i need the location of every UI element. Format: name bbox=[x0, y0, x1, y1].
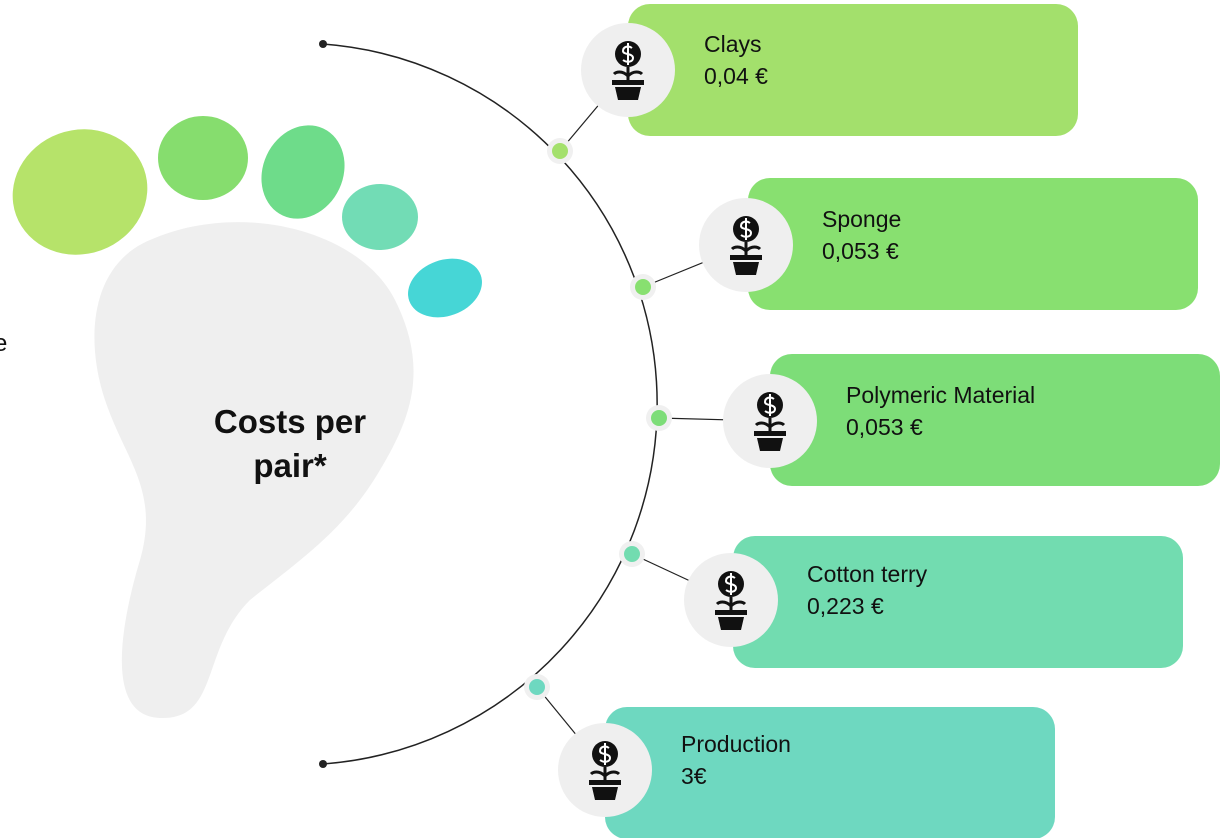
icon-pot-rim bbox=[730, 255, 762, 260]
icon-pot-rim bbox=[589, 780, 621, 785]
item-label: Sponge bbox=[822, 203, 901, 235]
item-box bbox=[605, 707, 1055, 838]
item-label: Clays bbox=[704, 28, 768, 60]
page: e Costs per pair* (() => { const data = … bbox=[0, 0, 1221, 838]
icon-pot bbox=[615, 87, 641, 100]
icon-pot bbox=[592, 787, 618, 800]
item-box bbox=[733, 536, 1183, 668]
icon-pot bbox=[733, 262, 759, 275]
title: Costs per pair* bbox=[190, 400, 390, 488]
node bbox=[529, 679, 545, 695]
icon-pot bbox=[718, 617, 744, 630]
item-value: 3€ bbox=[681, 760, 791, 792]
arc-end bbox=[319, 40, 327, 48]
item-value: 0,053 € bbox=[846, 411, 1035, 443]
node bbox=[651, 410, 667, 426]
icon-pot-rim bbox=[715, 610, 747, 615]
diagram bbox=[0, 0, 1221, 838]
node bbox=[635, 279, 651, 295]
item-box bbox=[748, 178, 1198, 310]
toe bbox=[342, 184, 418, 250]
toe bbox=[158, 116, 248, 200]
icon-pot bbox=[757, 438, 783, 451]
edge-text: e bbox=[0, 330, 7, 358]
icon-pot-rim bbox=[754, 431, 786, 436]
node bbox=[552, 143, 568, 159]
icon-pot-rim bbox=[612, 80, 644, 85]
toe bbox=[400, 249, 491, 328]
item-value: 0,223 € bbox=[807, 590, 927, 622]
arc-end bbox=[319, 760, 327, 768]
node bbox=[624, 546, 640, 562]
item-label: Polymeric Material bbox=[846, 379, 1035, 411]
item-label: Production bbox=[681, 728, 791, 760]
item-value: 0,053 € bbox=[822, 235, 901, 267]
item-value: 0,04 € bbox=[704, 60, 768, 92]
item-label: Cotton terry bbox=[807, 558, 927, 590]
item-box bbox=[628, 4, 1078, 136]
